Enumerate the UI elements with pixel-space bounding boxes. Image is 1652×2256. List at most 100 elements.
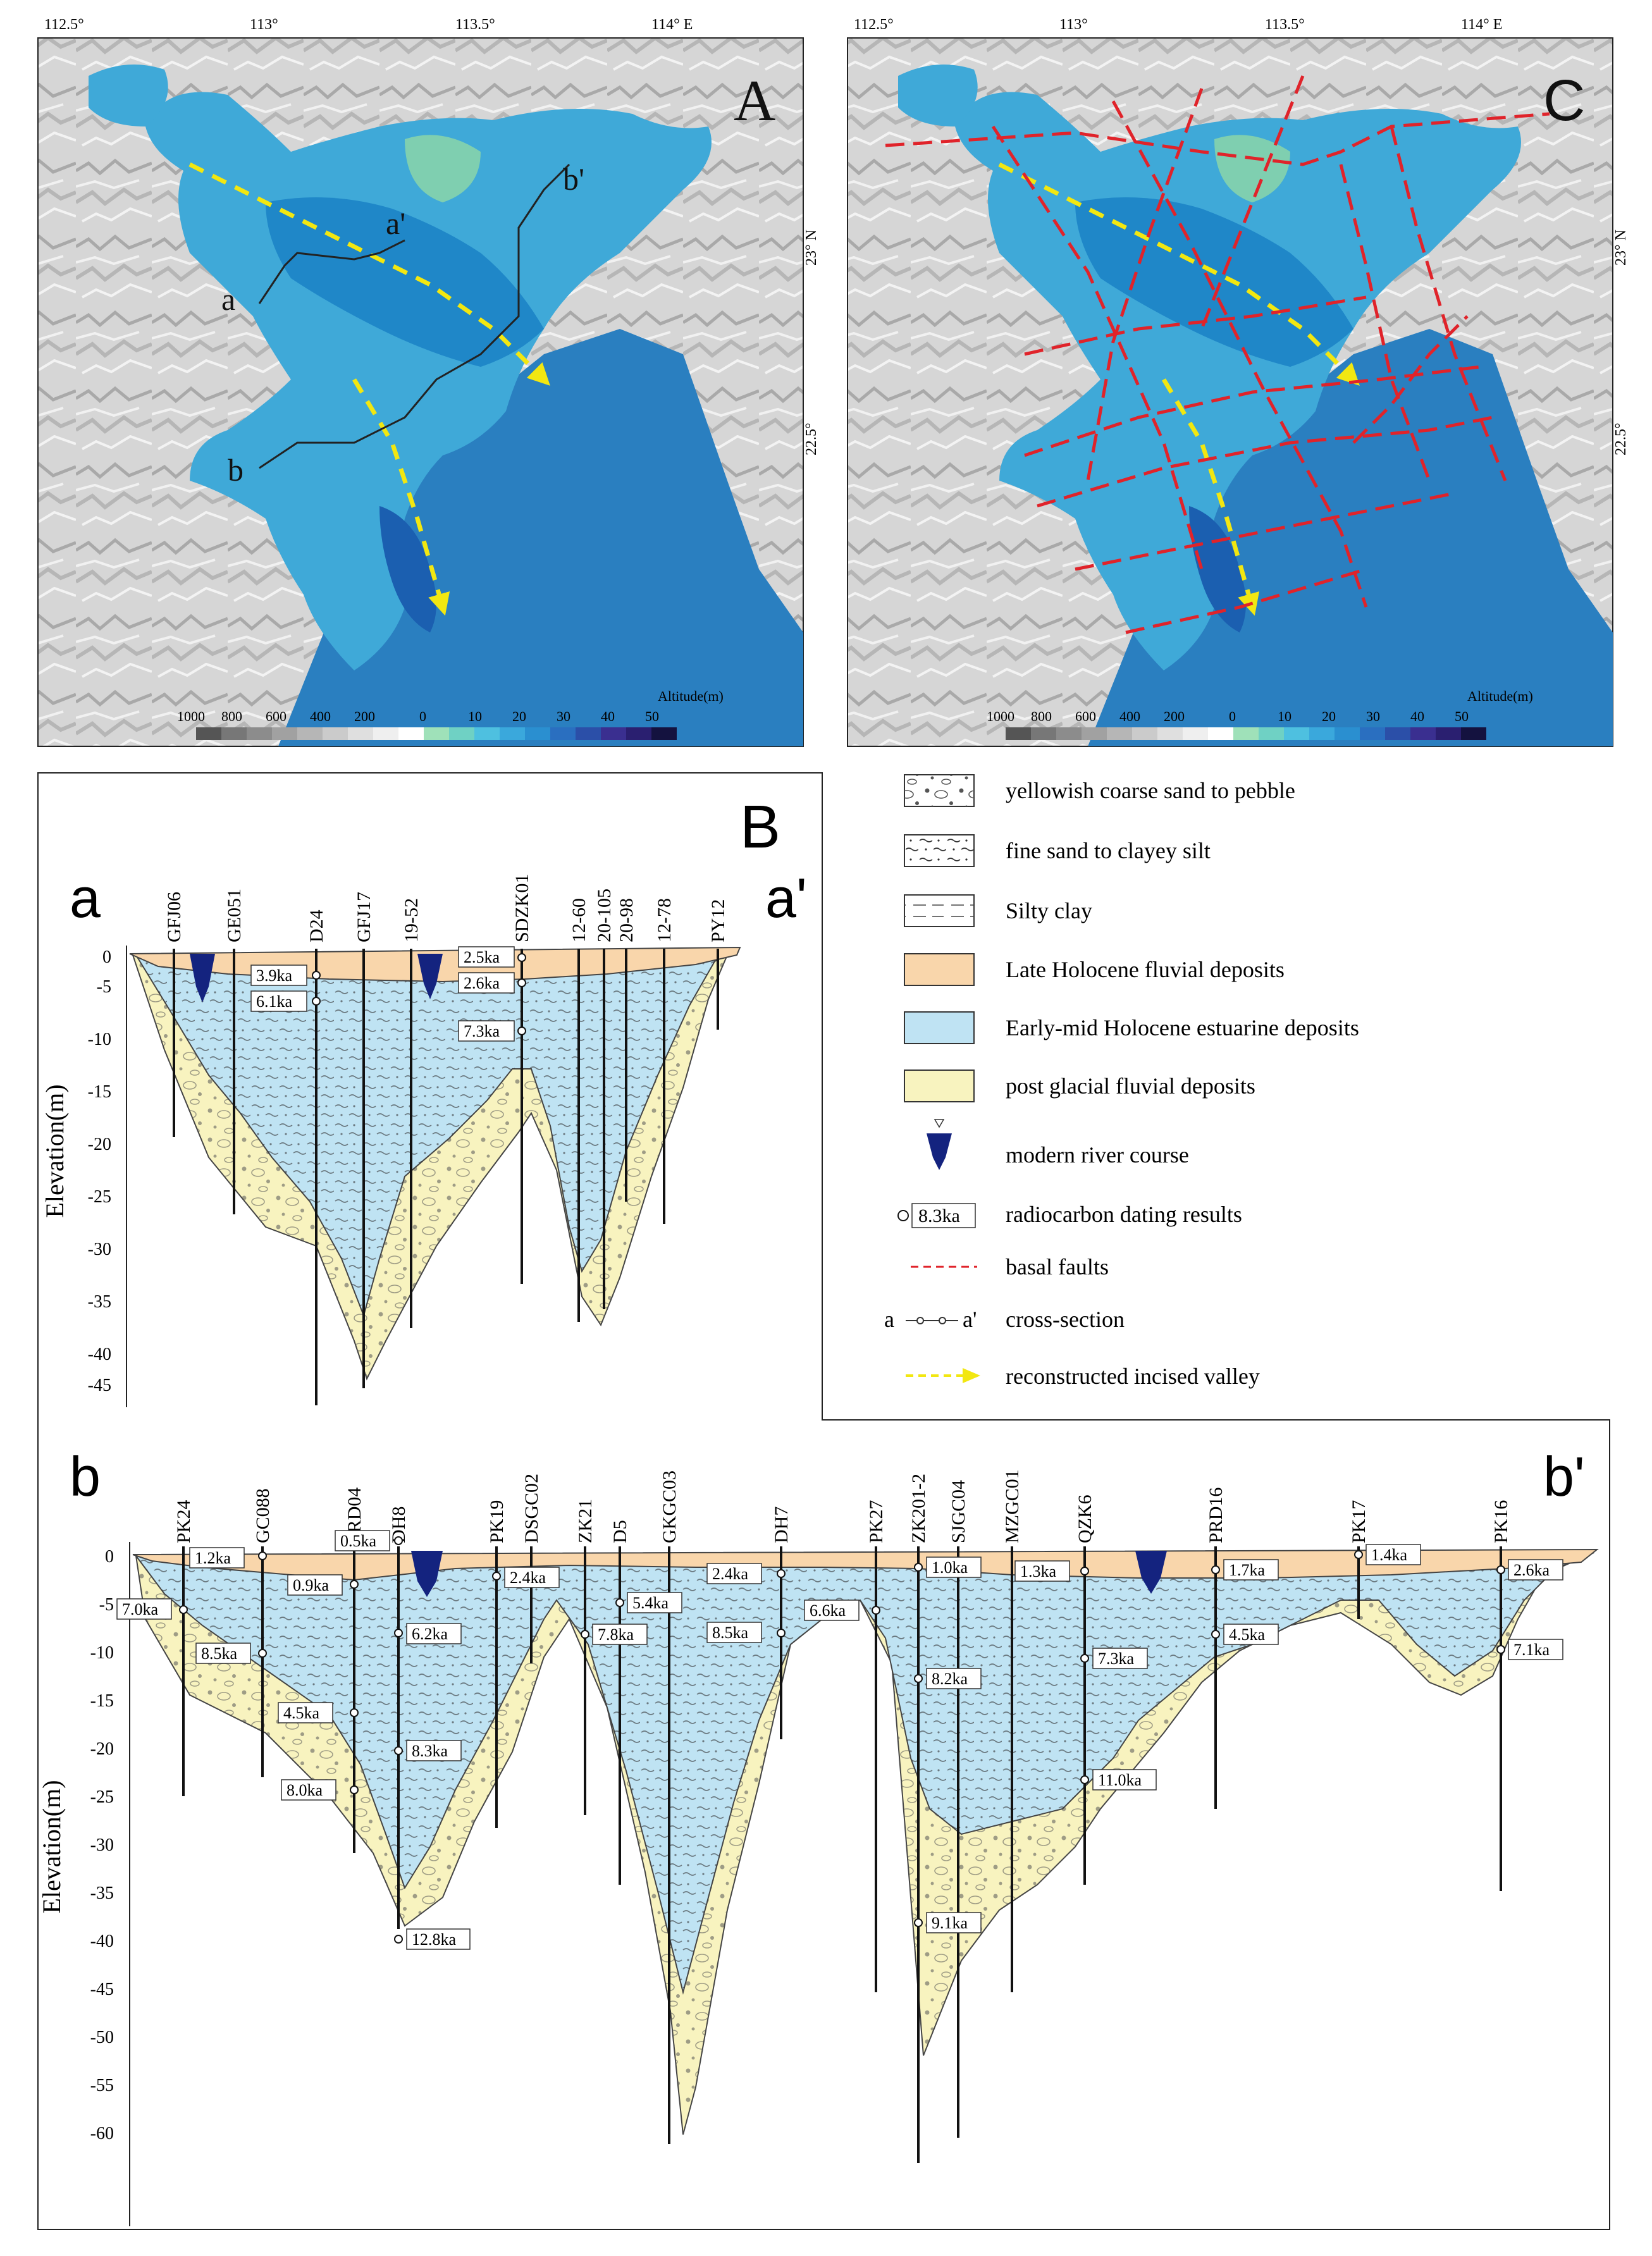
legend-label: radiocarbon dating results	[1006, 1202, 1242, 1227]
y-tick: -45	[88, 1376, 111, 1395]
legend: yellowish coarse sand to pebble fine san…	[884, 774, 1359, 1389]
sea-area	[278, 329, 803, 746]
section-b-ylabel: Elevation(m)	[37, 1780, 66, 1913]
altitude-scale-a: Altitude(m) 1000 800 600 400 200 0 10 20…	[177, 688, 724, 740]
y-tick: -15	[90, 1691, 114, 1711]
scale-tick: 30	[557, 708, 570, 724]
date-label: 6.6ka	[810, 1601, 846, 1620]
valley-fill-south	[1189, 506, 1246, 632]
date-label: 2.4ka	[510, 1569, 546, 1587]
scale-tick: 50	[645, 708, 659, 724]
scale-tick: 40	[601, 708, 615, 724]
well-label: PK27	[866, 1500, 887, 1543]
y-tick: -5	[97, 977, 111, 997]
date-label: 1.2ka	[195, 1549, 231, 1567]
date-label: 7.3ka	[1098, 1649, 1135, 1668]
section-label-a: a	[221, 281, 235, 317]
well-label: QZK6	[1075, 1495, 1095, 1543]
well-label: DH7	[771, 1507, 792, 1543]
well-label: 12-78	[654, 898, 675, 942]
lat-tick: 22.5°	[803, 422, 820, 455]
section-label-b-prime: b'	[563, 161, 584, 197]
lon-tick: 113°	[250, 16, 278, 33]
modern-river-course	[190, 954, 215, 1002]
legend-swatch-river	[927, 1133, 952, 1170]
legend-label: basal faults	[1006, 1254, 1109, 1279]
section-b-dates: 0.5ka 1.2ka 0.9ka 7.0ka 2.4ka 8.5ka 6.2k…	[116, 1530, 1563, 1950]
incised-valley-arrow	[188, 162, 550, 386]
date-label: 9.1ka	[932, 1914, 968, 1932]
date-label: 7.8ka	[598, 1625, 634, 1644]
section-panel-b: B	[37, 772, 1610, 2230]
altitude-scale-c: Altitude(m) 1000 800 600 400 200 0 10 20…	[987, 688, 1533, 740]
well-label: PK19	[486, 1500, 507, 1543]
y-tick: 0	[105, 1547, 114, 1567]
section-label-a-prime: a'	[386, 206, 405, 241]
lat-tick: 22.5°	[1613, 422, 1629, 455]
well-label: SDZK01	[512, 874, 533, 942]
date-label: 6.1ka	[256, 992, 293, 1011]
date-label: 8.0ka	[287, 1781, 323, 1799]
incised-valley-arrow	[1161, 378, 1260, 616]
y-tick: -15	[88, 1082, 111, 1102]
lat-tick: 23° N	[1613, 230, 1629, 266]
y-tick: -20	[90, 1739, 114, 1759]
date-label: 1.3ka	[1020, 1562, 1057, 1581]
well-label: GFJ17	[354, 892, 374, 942]
y-tick: -50	[90, 2028, 114, 2047]
section-a-well-labels: GFJ06 GE051 D24 GFJ17 19-52 SDZK01 12-60…	[164, 874, 729, 942]
well-label: D5	[610, 1520, 631, 1543]
y-tick: 0	[102, 947, 111, 967]
y-tick: -35	[88, 1292, 111, 1312]
section-a-ylabel: Elevation(m)	[40, 1084, 69, 1217]
date-label: 2.5ka	[464, 948, 500, 966]
y-tick: -60	[90, 2124, 114, 2143]
lon-tick: 113.5°	[455, 16, 495, 33]
scale-title: Altitude(m)	[658, 688, 724, 704]
date-label: 8.2ka	[932, 1670, 968, 1688]
section-b-left-label: b	[70, 1445, 101, 1508]
legend-label: fine sand to clayey silt	[1006, 838, 1211, 863]
date-label: 2.6ka	[464, 974, 500, 992]
date-label: 2.6ka	[1513, 1561, 1550, 1579]
scale-tick: 20	[512, 708, 526, 724]
map-a-panel-letter: A	[734, 68, 775, 133]
scale-title: Altitude(m)	[1467, 688, 1533, 704]
section-panel-frame	[37, 772, 1610, 2230]
valley-fill-deep	[1075, 197, 1353, 367]
well-label: PK16	[1491, 1500, 1512, 1543]
legend-swatch-dating	[897, 1210, 909, 1221]
date-label: 2.4ka	[712, 1565, 749, 1583]
y-tick: -25	[88, 1187, 111, 1207]
section-b-yticks: 0 -5 -10 -15 -20 -25 -30 -35 -40 -45 -50…	[90, 1547, 114, 2143]
section-b-boreholes	[182, 1546, 1502, 2163]
well-label: DSGC02	[521, 1474, 542, 1543]
scale-tick: 800	[1031, 708, 1052, 724]
lon-tick: 114° E	[651, 16, 693, 33]
well-label: GC088	[252, 1488, 273, 1543]
scale-tick: 0	[419, 708, 426, 724]
date-label: 7.0ka	[122, 1600, 159, 1618]
scale-tick: 800	[221, 708, 242, 724]
well-label: 20-105	[594, 889, 615, 942]
date-label: 1.0ka	[932, 1558, 968, 1577]
modern-river-course	[411, 1551, 443, 1597]
modern-river-course	[417, 954, 443, 999]
legend-label: yellowish coarse sand to pebble	[1006, 778, 1295, 803]
basal-faults	[885, 75, 1550, 634]
incised-valley-arrow	[998, 162, 1360, 386]
date-label: 8.3ka	[412, 1742, 448, 1760]
lat-tick: 23° N	[803, 230, 820, 266]
date-label: 12.8ka	[412, 1930, 457, 1949]
y-tick: -55	[90, 2076, 114, 2095]
lon-tick: 114° E	[1461, 16, 1502, 33]
delta-lobe-nw	[898, 65, 978, 126]
legend-label: Silty clay	[1006, 898, 1092, 923]
date-label: 1.4ka	[1371, 1546, 1408, 1564]
scale-tick: 600	[266, 708, 287, 724]
scale-tick: 200	[1164, 708, 1185, 724]
legend-swatch-post-glacial	[904, 1069, 975, 1102]
y-tick: -30	[90, 1835, 114, 1855]
scale-tick: 0	[1229, 708, 1236, 724]
date-label: 0.5ka	[340, 1532, 377, 1550]
